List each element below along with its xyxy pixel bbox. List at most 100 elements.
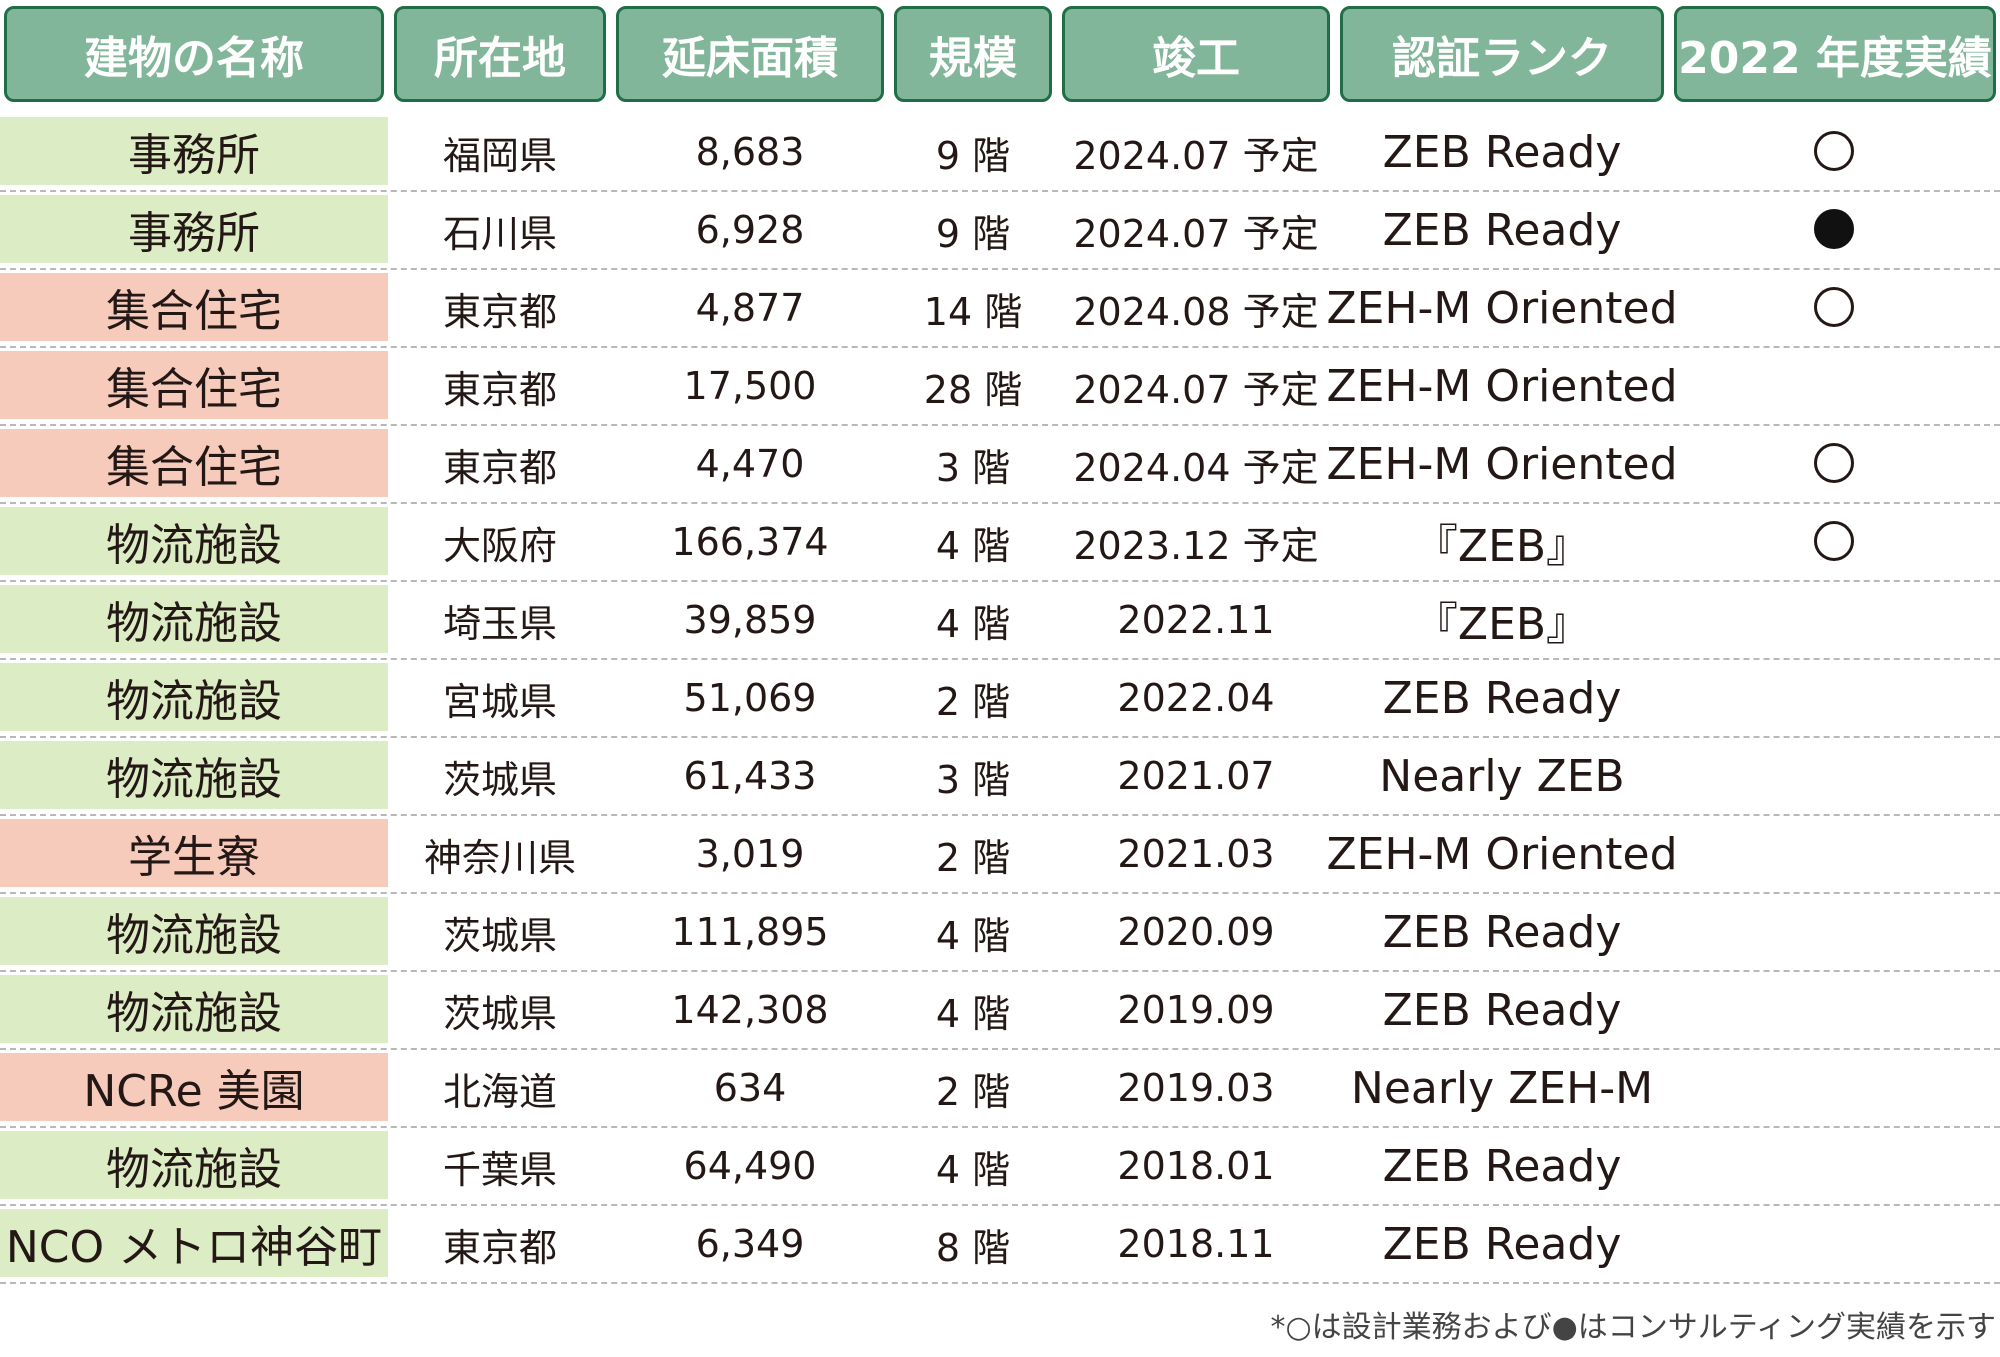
cell-floor-area: 634: [713, 1066, 787, 1110]
cell-location: 茨城県: [442, 991, 557, 1036]
cell-certification-rank: Nearly ZEH-M: [1350, 1062, 1654, 1114]
cell-scale: 4 階: [935, 1147, 1011, 1192]
cell-scale: 3 階: [935, 757, 1011, 802]
cell-building-name: 物流施設: [0, 975, 388, 1043]
cell-building-name: 物流施設: [0, 663, 388, 731]
cell-building-name: 物流施設: [0, 897, 388, 965]
cell-completion: 2024.04 予定: [1073, 445, 1319, 490]
cell-scale: 2 階: [935, 1069, 1011, 1114]
cell-scale: 4 階: [935, 523, 1011, 568]
cell-floor-area: 4,470: [695, 442, 805, 486]
cell-completion: 2020.09: [1117, 910, 1275, 954]
cell-certification-rank: ZEB Ready: [1382, 1140, 1622, 1192]
cell-scale: 4 階: [935, 601, 1011, 646]
cell-floor-area: 111,895: [671, 910, 829, 954]
cell-floor-area: 39,859: [683, 598, 817, 642]
open-circle-icon: [1814, 287, 1854, 327]
cell-certification-rank: ZEH-M Oriented: [1326, 438, 1678, 490]
cell-building-name: 集合住宅: [0, 273, 388, 341]
cell-scale: 4 階: [935, 991, 1011, 1036]
cell-floor-area: 166,374: [671, 520, 829, 564]
cell-certification-rank: ZEB Ready: [1382, 126, 1622, 178]
cell-location: 東京都: [442, 367, 557, 412]
table-row: 集合住宅 東京都 4,470 3 階 2024.04 予定 ZEH-M Oriented: [0, 426, 2000, 504]
table-row: 集合住宅 東京都 17,500 28 階 2024.07 予定 ZEH-M Oriente…: [0, 348, 2000, 426]
cell-completion: 2024.07 予定: [1073, 367, 1319, 412]
open-circle-icon: [1814, 443, 1854, 483]
cell-certification-rank: Nearly ZEB: [1379, 750, 1625, 802]
cell-floor-area: 8,683: [695, 130, 805, 174]
cell-location: 大阪府: [442, 523, 557, 568]
table-row: 物流施設 埼玉県 39,859 4 階 2022.11 『ZEB』: [0, 582, 2000, 660]
cell-location: 千葉県: [442, 1147, 557, 1192]
cell-floor-area: 3,019: [695, 832, 805, 876]
header-completion: 竣工: [1062, 6, 1330, 102]
cell-location: 茨城県: [442, 757, 557, 802]
header-certification-rank: 認証ランク: [1340, 6, 1664, 102]
table-row: 物流施設 茨城県 142,308 4 階 2019.09 ZEB Ready: [0, 972, 2000, 1050]
cell-scale: 8 階: [935, 1225, 1011, 1270]
table-header: 建物の名称 所在地 延床面積 規模 竣工 認証ランク 2022 年度実績: [0, 0, 2000, 112]
table-row: 物流施設 茨城県 111,895 4 階 2020.09 ZEB Ready: [0, 894, 2000, 972]
cell-certification-rank: ZEH-M Oriented: [1326, 282, 1678, 334]
cell-building-name: 集合住宅: [0, 429, 388, 497]
cell-completion: 2024.07 予定: [1073, 211, 1319, 256]
cell-location: 東京都: [442, 1225, 557, 1270]
cell-completion: 2021.07: [1117, 754, 1275, 798]
header-scale: 規模: [894, 6, 1052, 102]
cell-completion: 2019.03: [1117, 1066, 1275, 1110]
cell-building-name: 集合住宅: [0, 351, 388, 419]
cell-scale: 2 階: [935, 835, 1011, 880]
open-circle-icon: [1814, 521, 1854, 561]
cell-scale: 4 階: [935, 913, 1011, 958]
cell-scale: 3 階: [935, 445, 1011, 490]
cell-location: 石川県: [442, 211, 557, 256]
cell-scale: 14 階: [923, 289, 1023, 334]
cell-completion: 2018.11: [1117, 1222, 1275, 1266]
cell-floor-area: 64,490: [683, 1144, 817, 1188]
cell-building-name: 事務所: [0, 117, 388, 185]
cell-certification-rank: ZEB Ready: [1382, 672, 1622, 724]
header-2022-results: 2022 年度実績: [1674, 6, 1996, 102]
cell-certification-rank: ZEH-M Oriented: [1326, 360, 1678, 412]
cell-floor-area: 6,928: [695, 208, 805, 252]
cell-building-name: NCO メトロ神谷町: [0, 1209, 388, 1277]
table-row: 物流施設 茨城県 61,433 3 階 2021.07 Nearly ZEB: [0, 738, 2000, 816]
cell-floor-area: 142,308: [671, 988, 829, 1032]
cell-floor-area: 51,069: [683, 676, 817, 720]
table-row: 事務所 福岡県 8,683 9 階 2024.07 予定 ZEB Ready: [0, 114, 2000, 192]
cell-building-name: 物流施設: [0, 741, 388, 809]
cell-floor-area: 4,877: [695, 286, 805, 330]
cell-floor-area: 17,500: [683, 364, 817, 408]
table-row: 事務所 石川県 6,928 9 階 2024.07 予定 ZEB Ready: [0, 192, 2000, 270]
cell-building-name: 物流施設: [0, 1131, 388, 1199]
cell-building-name: NCRe 美園: [0, 1053, 388, 1121]
footnote: *○は設計業務および●はコンサルティング実績を示す: [1270, 1310, 1996, 1345]
table-row: 物流施設 宮城県 51,069 2 階 2022.04 ZEB Ready: [0, 660, 2000, 738]
cell-building-name: 物流施設: [0, 507, 388, 575]
cell-certification-rank: 『ZEB』: [1413, 521, 1591, 572]
filled-circle-icon: [1814, 209, 1854, 249]
open-circle-icon: [1814, 131, 1854, 171]
cell-certification-rank: 『ZEB』: [1413, 599, 1591, 650]
cell-scale: 9 階: [935, 211, 1011, 256]
header-floor-area: 延床面積: [616, 6, 884, 102]
cell-location: 東京都: [442, 289, 557, 334]
cell-completion: 2024.07 予定: [1073, 133, 1319, 178]
cell-location: 宮城県: [442, 679, 557, 724]
cell-location: 神奈川県: [423, 835, 576, 880]
cell-certification-rank: ZEB Ready: [1382, 906, 1622, 958]
cell-completion: 2024.08 予定: [1073, 289, 1319, 334]
cell-completion: 2019.09: [1117, 988, 1275, 1032]
cell-certification-rank: ZEH-M Oriented: [1326, 828, 1678, 880]
cell-scale: 9 階: [935, 133, 1011, 178]
table-row: 学生寮 神奈川県 3,019 2 階 2021.03 ZEH-M Oriented: [0, 816, 2000, 894]
table-row: NCRe 美園 北海道 634 2 階 2019.03 Nearly ZEH-M: [0, 1050, 2000, 1128]
cell-completion: 2022.04: [1117, 676, 1275, 720]
cell-completion: 2021.03: [1117, 832, 1275, 876]
cell-certification-rank: ZEB Ready: [1382, 204, 1622, 256]
cell-completion: 2018.01: [1117, 1144, 1275, 1188]
cell-location: 北海道: [442, 1069, 557, 1114]
header-building-name: 建物の名称: [4, 6, 384, 102]
header-location: 所在地: [394, 6, 606, 102]
